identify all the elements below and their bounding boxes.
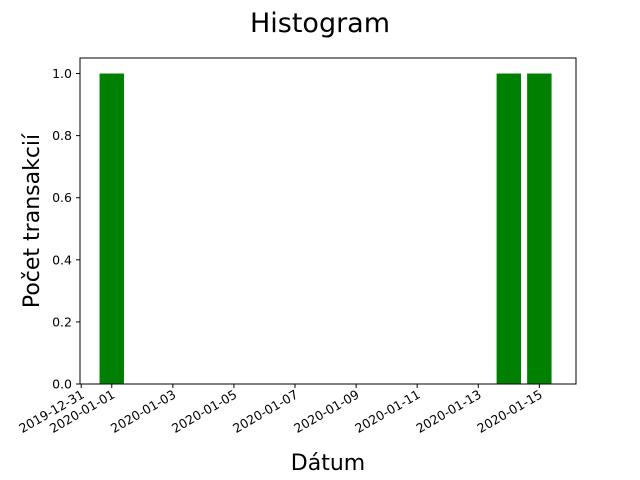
y-axis: 0.0 0.2 0.4 0.6 0.8 1.0 (52, 66, 80, 392)
y-axis-label: Počet transakcií (20, 133, 45, 308)
x-axis: 2019-12-312020-01-012020-01-032020-01-05… (16, 384, 545, 436)
y-tick-label: 1.0 (52, 66, 72, 81)
x-tick-label: 2020-01-05 (169, 387, 239, 436)
x-axis-label: Dátum (291, 451, 365, 476)
chart-title: Histogram (250, 8, 390, 39)
x-tick-label: 2020-01-13 (413, 387, 483, 436)
bar (99, 73, 124, 385)
x-tick-label: 2020-01-09 (291, 387, 361, 436)
y-tick-label: 0.2 (52, 314, 72, 329)
y-tick-label: 0.6 (52, 190, 72, 205)
bar (527, 73, 552, 385)
x-tick-label: 2020-01-03 (108, 387, 178, 436)
bars-group (99, 73, 552, 385)
y-tick-label: 0.8 (52, 128, 72, 143)
y-tick-label: 0.0 (52, 377, 72, 392)
x-tick-label: 2020-01-11 (352, 387, 422, 436)
y-tick-label: 0.4 (52, 252, 72, 267)
x-tick-label: 2020-01-07 (230, 387, 300, 436)
bar (496, 73, 522, 385)
axes-frame (79, 57, 577, 385)
x-tick-label: 2020-01-15 (474, 387, 544, 436)
